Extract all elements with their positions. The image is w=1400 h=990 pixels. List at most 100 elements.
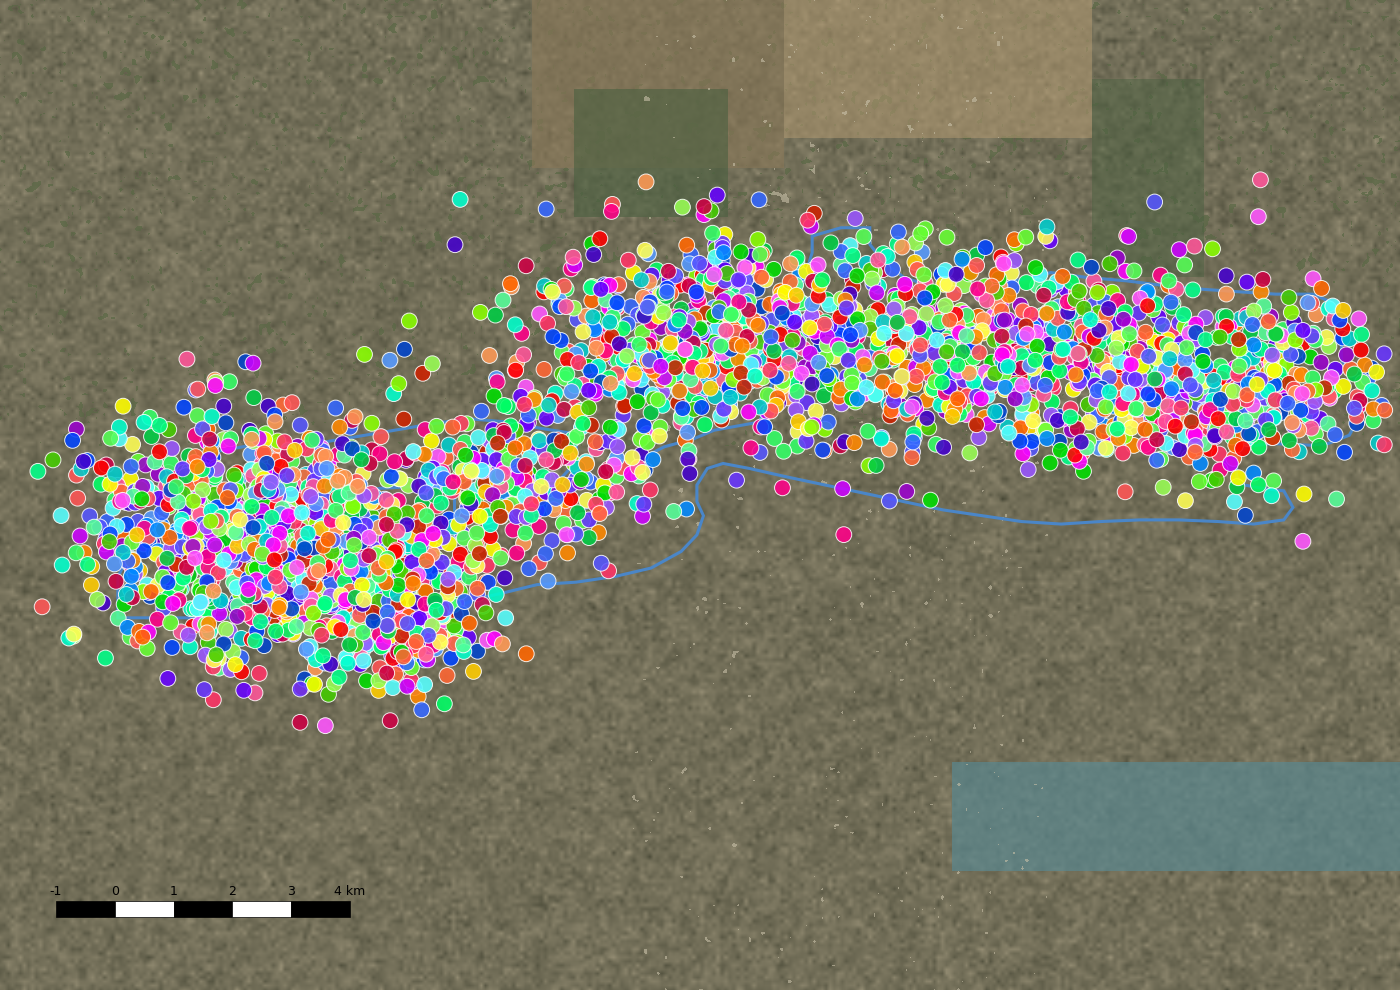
Point <box>336 593 358 609</box>
Point <box>122 552 144 568</box>
Point <box>773 444 795 459</box>
Point <box>427 448 449 464</box>
Point <box>1238 352 1260 368</box>
Point <box>1161 342 1183 357</box>
Point <box>249 560 272 576</box>
Point <box>827 300 850 316</box>
Point <box>424 595 447 611</box>
Point <box>599 375 622 391</box>
Point <box>1165 376 1187 392</box>
Point <box>531 478 553 494</box>
Point <box>1116 356 1138 372</box>
Point <box>311 458 333 474</box>
Point <box>174 512 196 528</box>
Point <box>412 478 434 494</box>
Point <box>1142 302 1165 318</box>
Point <box>223 488 245 504</box>
Point <box>1056 301 1078 317</box>
Point <box>540 481 563 497</box>
Point <box>1023 343 1046 358</box>
Point <box>129 562 151 578</box>
Point <box>710 339 732 354</box>
Point <box>993 332 1015 347</box>
Point <box>690 400 713 416</box>
Point <box>990 249 1012 265</box>
Point <box>575 492 598 508</box>
Point <box>190 473 213 489</box>
Point <box>371 549 393 565</box>
Point <box>200 433 223 448</box>
Point <box>927 319 949 335</box>
Point <box>633 418 655 434</box>
Point <box>934 275 956 291</box>
Point <box>256 458 279 474</box>
Point <box>1112 311 1134 327</box>
Point <box>133 543 155 558</box>
Point <box>948 403 970 419</box>
Point <box>584 383 606 399</box>
Point <box>329 591 351 607</box>
Point <box>697 304 720 320</box>
Point <box>734 330 756 346</box>
Point <box>407 567 430 583</box>
Point <box>504 362 526 378</box>
Point <box>312 647 335 663</box>
Point <box>781 376 804 392</box>
Point <box>896 326 918 342</box>
Point <box>356 673 378 689</box>
Point <box>151 518 174 534</box>
Point <box>309 460 332 476</box>
Point <box>294 603 316 619</box>
Point <box>512 472 535 488</box>
Point <box>696 354 718 370</box>
Point <box>137 625 160 641</box>
Point <box>164 544 186 560</box>
Point <box>483 484 505 500</box>
Point <box>414 645 437 661</box>
Point <box>1263 362 1285 378</box>
Point <box>1036 431 1058 446</box>
Point <box>186 601 209 617</box>
Point <box>1095 442 1117 457</box>
Point <box>885 382 907 398</box>
Point <box>797 421 819 437</box>
Point <box>146 522 168 538</box>
Point <box>1098 369 1120 385</box>
Point <box>206 540 228 555</box>
Point <box>818 297 840 313</box>
Point <box>344 637 367 652</box>
Point <box>196 519 218 535</box>
Point <box>986 331 1008 346</box>
Point <box>339 420 361 436</box>
Point <box>630 432 652 447</box>
Point <box>720 313 742 329</box>
Point <box>279 487 301 503</box>
Point <box>196 574 218 590</box>
Point <box>293 615 315 631</box>
Point <box>934 262 956 278</box>
Point <box>1170 400 1193 416</box>
Point <box>393 646 416 662</box>
Point <box>839 298 861 314</box>
Point <box>854 311 876 327</box>
Point <box>720 339 742 354</box>
Point <box>321 464 343 480</box>
Point <box>1197 383 1219 399</box>
Point <box>454 452 476 468</box>
Point <box>729 385 752 401</box>
Point <box>1064 367 1086 383</box>
Point <box>155 544 178 559</box>
Point <box>1127 371 1149 387</box>
Point <box>1208 446 1231 462</box>
Point <box>1001 363 1023 379</box>
Point <box>655 361 678 377</box>
Point <box>815 292 837 308</box>
Point <box>864 264 886 280</box>
Point <box>729 292 752 308</box>
Point <box>321 513 343 529</box>
Point <box>225 483 248 499</box>
Point <box>251 482 273 498</box>
Point <box>1197 388 1219 404</box>
Point <box>743 354 766 370</box>
Point <box>273 434 295 449</box>
